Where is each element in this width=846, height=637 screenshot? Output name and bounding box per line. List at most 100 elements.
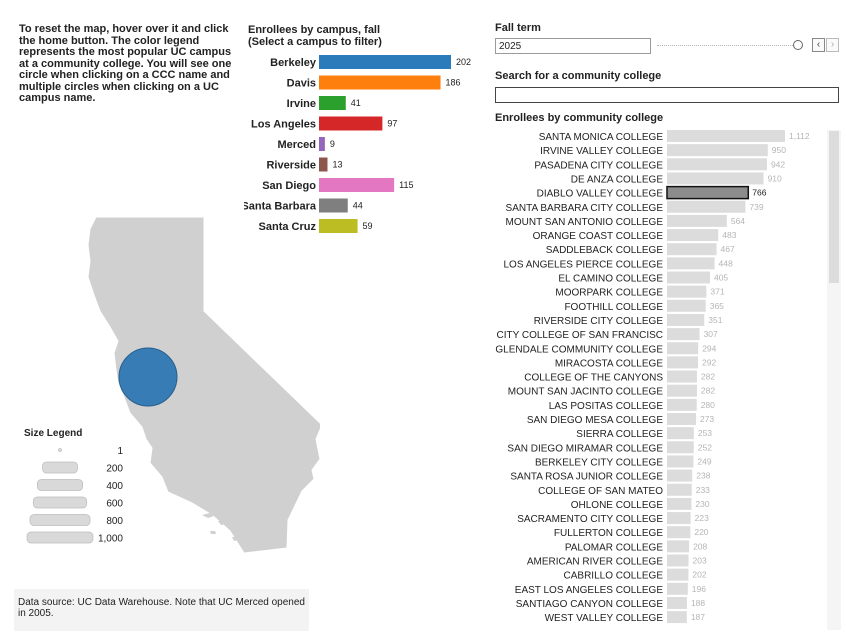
college-bar[interactable]: [667, 370, 697, 383]
previous-term-button[interactable]: ‹: [812, 38, 825, 52]
chart-scrollbar-thumb[interactable]: [829, 131, 839, 283]
college-label[interactable]: FOOTHILL COLLEGE: [564, 302, 663, 313]
college-label[interactable]: LAS POSITAS COLLEGE: [549, 401, 664, 412]
college-label[interactable]: PASADENA CITY COLLEGE: [534, 160, 663, 171]
college-bar[interactable]: [667, 200, 746, 213]
college-bar[interactable]: [667, 512, 691, 525]
campus-bar[interactable]: [319, 219, 358, 233]
college-label[interactable]: FULLERTON COLLEGE: [554, 528, 663, 539]
college-bar[interactable]: [667, 257, 715, 270]
college-bar[interactable]: [667, 285, 707, 298]
campus-label[interactable]: Berkeley: [270, 57, 317, 69]
college-bar[interactable]: [667, 328, 700, 341]
campus-bar[interactable]: [319, 116, 383, 131]
college-label[interactable]: SANTA ROSA JUNIOR COLLEGE: [510, 472, 663, 483]
college-label[interactable]: PALOMAR COLLEGE: [565, 542, 664, 553]
college-bar[interactable]: [667, 398, 697, 411]
campus-label[interactable]: San Diego: [262, 180, 316, 192]
college-label[interactable]: MOUNT SAN JACINTO COLLEGE: [508, 387, 664, 398]
college-bar[interactable]: [667, 427, 694, 440]
college-bar-chart[interactable]: SANTA MONICA COLLEGE 1,112 IRVINE VALLEY C…: [480, 128, 825, 630]
campus-label[interactable]: Merced: [277, 139, 316, 151]
college-bar[interactable]: [667, 384, 697, 397]
college-label[interactable]: MOORPARK COLLEGE: [555, 288, 663, 299]
college-label[interactable]: DIABLO VALLEY COLLEGE: [537, 189, 664, 200]
college-bar[interactable]: [667, 172, 764, 185]
campus-bar[interactable]: [319, 198, 348, 213]
campus-bar[interactable]: [319, 75, 441, 90]
college-label[interactable]: SANTIAGO CANYON COLLEGE: [516, 599, 664, 610]
college-label[interactable]: WEST VALLEY COLLEGE: [545, 613, 664, 624]
college-bar[interactable]: [667, 342, 699, 355]
college-label[interactable]: SACRAMENTO CITY COLLEGE: [517, 514, 663, 525]
college-bar[interactable]: [667, 144, 768, 157]
college-bar[interactable]: [667, 596, 687, 609]
college-bar[interactable]: [667, 356, 698, 369]
college-bar[interactable]: [667, 483, 692, 496]
college-label[interactable]: SAN DIEGO MESA COLLEGE: [527, 415, 663, 426]
college-bar[interactable]: [667, 469, 693, 482]
college-bar[interactable]: [667, 413, 696, 425]
california-map[interactable]: [60, 215, 320, 560]
college-search-input[interactable]: [495, 87, 839, 103]
campus-bar[interactable]: [319, 178, 395, 192]
college-label[interactable]: EAST LOS ANGELES COLLEGE: [515, 585, 664, 596]
college-label[interactable]: COLLEGE OF SAN MATEO: [538, 486, 663, 497]
college-label[interactable]: CITY COLLEGE OF SAN FRANCISC: [496, 330, 663, 341]
college-label[interactable]: AMERICAN RIVER COLLEGE: [527, 557, 663, 568]
college-bar[interactable]: [667, 214, 727, 227]
campus-bar[interactable]: [319, 96, 346, 110]
campus-label[interactable]: Davis: [287, 78, 316, 90]
college-value-label: 253: [698, 428, 712, 438]
college-bar[interactable]: [667, 130, 785, 142]
term-slider-track[interactable]: [657, 45, 797, 46]
next-term-button[interactable]: ›: [826, 38, 839, 52]
college-bar[interactable]: [667, 313, 705, 326]
college-label[interactable]: CABRILLO COLLEGE: [564, 571, 664, 582]
campus-bar[interactable]: [319, 157, 328, 172]
campus-bar[interactable]: [319, 55, 451, 69]
campus-label[interactable]: Los Angeles: [251, 119, 316, 131]
college-location-circle[interactable]: [118, 347, 178, 407]
college-bar[interactable]: [667, 299, 706, 312]
college-bar[interactable]: [667, 229, 719, 242]
college-bar[interactable]: [667, 540, 690, 553]
college-label[interactable]: LOS ANGELES PIERCE COLLEGE: [503, 259, 663, 270]
college-label[interactable]: SADDLEBACK COLLEGE: [546, 245, 664, 256]
campus-bar[interactable]: [319, 137, 325, 151]
college-label[interactable]: OHLONE COLLEGE: [571, 500, 664, 511]
college-bar[interactable]: [667, 611, 687, 624]
college-bar[interactable]: [667, 526, 691, 539]
campus-label[interactable]: Santa Barbara: [244, 201, 317, 213]
college-bar[interactable]: [667, 455, 694, 468]
college-label[interactable]: SANTA BARBARA CITY COLLEGE: [506, 203, 664, 214]
college-label[interactable]: GLENDALE COMMUNITY COLLEGE: [495, 344, 663, 355]
college-label[interactable]: ORANGE COAST COLLEGE: [533, 231, 664, 242]
college-label[interactable]: BERKELEY CITY COLLEGE: [535, 457, 663, 468]
college-bar[interactable]: [667, 441, 694, 454]
college-label[interactable]: SAN DIEGO MIRAMAR COLLEGE: [507, 443, 663, 454]
campus-label[interactable]: Santa Cruz: [259, 221, 317, 233]
college-label[interactable]: IRVINE VALLEY COLLEGE: [540, 146, 663, 157]
college-label[interactable]: SANTA MONICA COLLEGE: [539, 132, 664, 143]
campus-bar-chart[interactable]: Berkeley 202 Davis 186 Irvine 41 Los Angeles 97…: [244, 53, 480, 243]
college-label[interactable]: MOUNT SAN ANTONIO COLLEGE: [506, 217, 664, 228]
term-slider-thumb[interactable]: [793, 40, 803, 50]
college-bar-selected[interactable]: [666, 185, 750, 200]
college-bar[interactable]: [667, 554, 689, 567]
campus-label[interactable]: Riverside: [266, 160, 316, 172]
college-bar[interactable]: [667, 582, 688, 595]
term-input[interactable]: [495, 38, 651, 54]
campus-label[interactable]: Irvine: [287, 98, 316, 110]
college-label[interactable]: RIVERSIDE CITY COLLEGE: [534, 316, 664, 327]
college-bar[interactable]: [667, 271, 710, 284]
college-label[interactable]: MIRACOSTA COLLEGE: [555, 358, 664, 369]
college-bar[interactable]: [667, 243, 717, 256]
college-bar[interactable]: [667, 497, 692, 510]
college-label[interactable]: EL CAMINO COLLEGE: [558, 274, 663, 285]
college-label[interactable]: DE ANZA COLLEGE: [571, 174, 664, 185]
college-bar[interactable]: [667, 158, 767, 171]
college-label[interactable]: SIERRA COLLEGE: [576, 429, 663, 440]
college-bar[interactable]: [667, 568, 689, 581]
college-label[interactable]: COLLEGE OF THE CANYONS: [524, 373, 663, 384]
